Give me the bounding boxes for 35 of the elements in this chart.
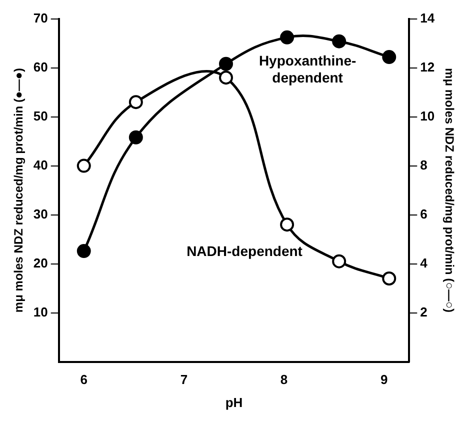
- y-tick-label: 60: [33, 59, 48, 74]
- point: [128, 130, 143, 144]
- point: [382, 50, 396, 64]
- y2-tick-label: 12: [420, 59, 435, 74]
- x-tick-label: 7: [180, 372, 188, 388]
- x-tick-label: 6: [80, 372, 88, 388]
- y-tick-label: 40: [33, 157, 48, 172]
- point: [76, 244, 91, 258]
- y2-axis-title: mμ moles NDZ reduced/mg prot/min (○—○): [442, 68, 456, 313]
- y-axis-title: mμ moles NDZ reduced/mg prot/min (●—●): [12, 68, 26, 313]
- y2-tick-label: 10: [420, 108, 435, 124]
- point: [128, 95, 143, 110]
- y2-tick-label: 2: [420, 304, 428, 320]
- y-tick-label: 70: [33, 10, 48, 26]
- y2-tick-label: 4: [420, 255, 428, 270]
- x-tick-label: 8: [280, 372, 288, 388]
- y2-tick-label: 8: [420, 157, 428, 172]
- x-axis-title: pH: [225, 394, 243, 410]
- y-tick-label: 50: [33, 108, 48, 124]
- point: [382, 272, 396, 286]
- y-tick-label: 30: [33, 206, 48, 222]
- annotation: NADH-dependent: [186, 242, 303, 259]
- y2-tick-label: 6: [420, 206, 428, 222]
- point: [218, 56, 233, 71]
- point: [76, 158, 91, 173]
- point: [218, 70, 233, 85]
- point: [280, 218, 294, 232]
- annotation: Hypoxanthine-dependent: [258, 52, 357, 86]
- point: [280, 30, 294, 44]
- point: [332, 254, 346, 268]
- y2-tick-label: 14: [420, 10, 436, 26]
- y-tick-label: 20: [33, 255, 48, 270]
- y-tick-label: 10: [33, 304, 48, 320]
- point: [332, 34, 346, 48]
- x-tick-label: 9: [380, 372, 388, 388]
